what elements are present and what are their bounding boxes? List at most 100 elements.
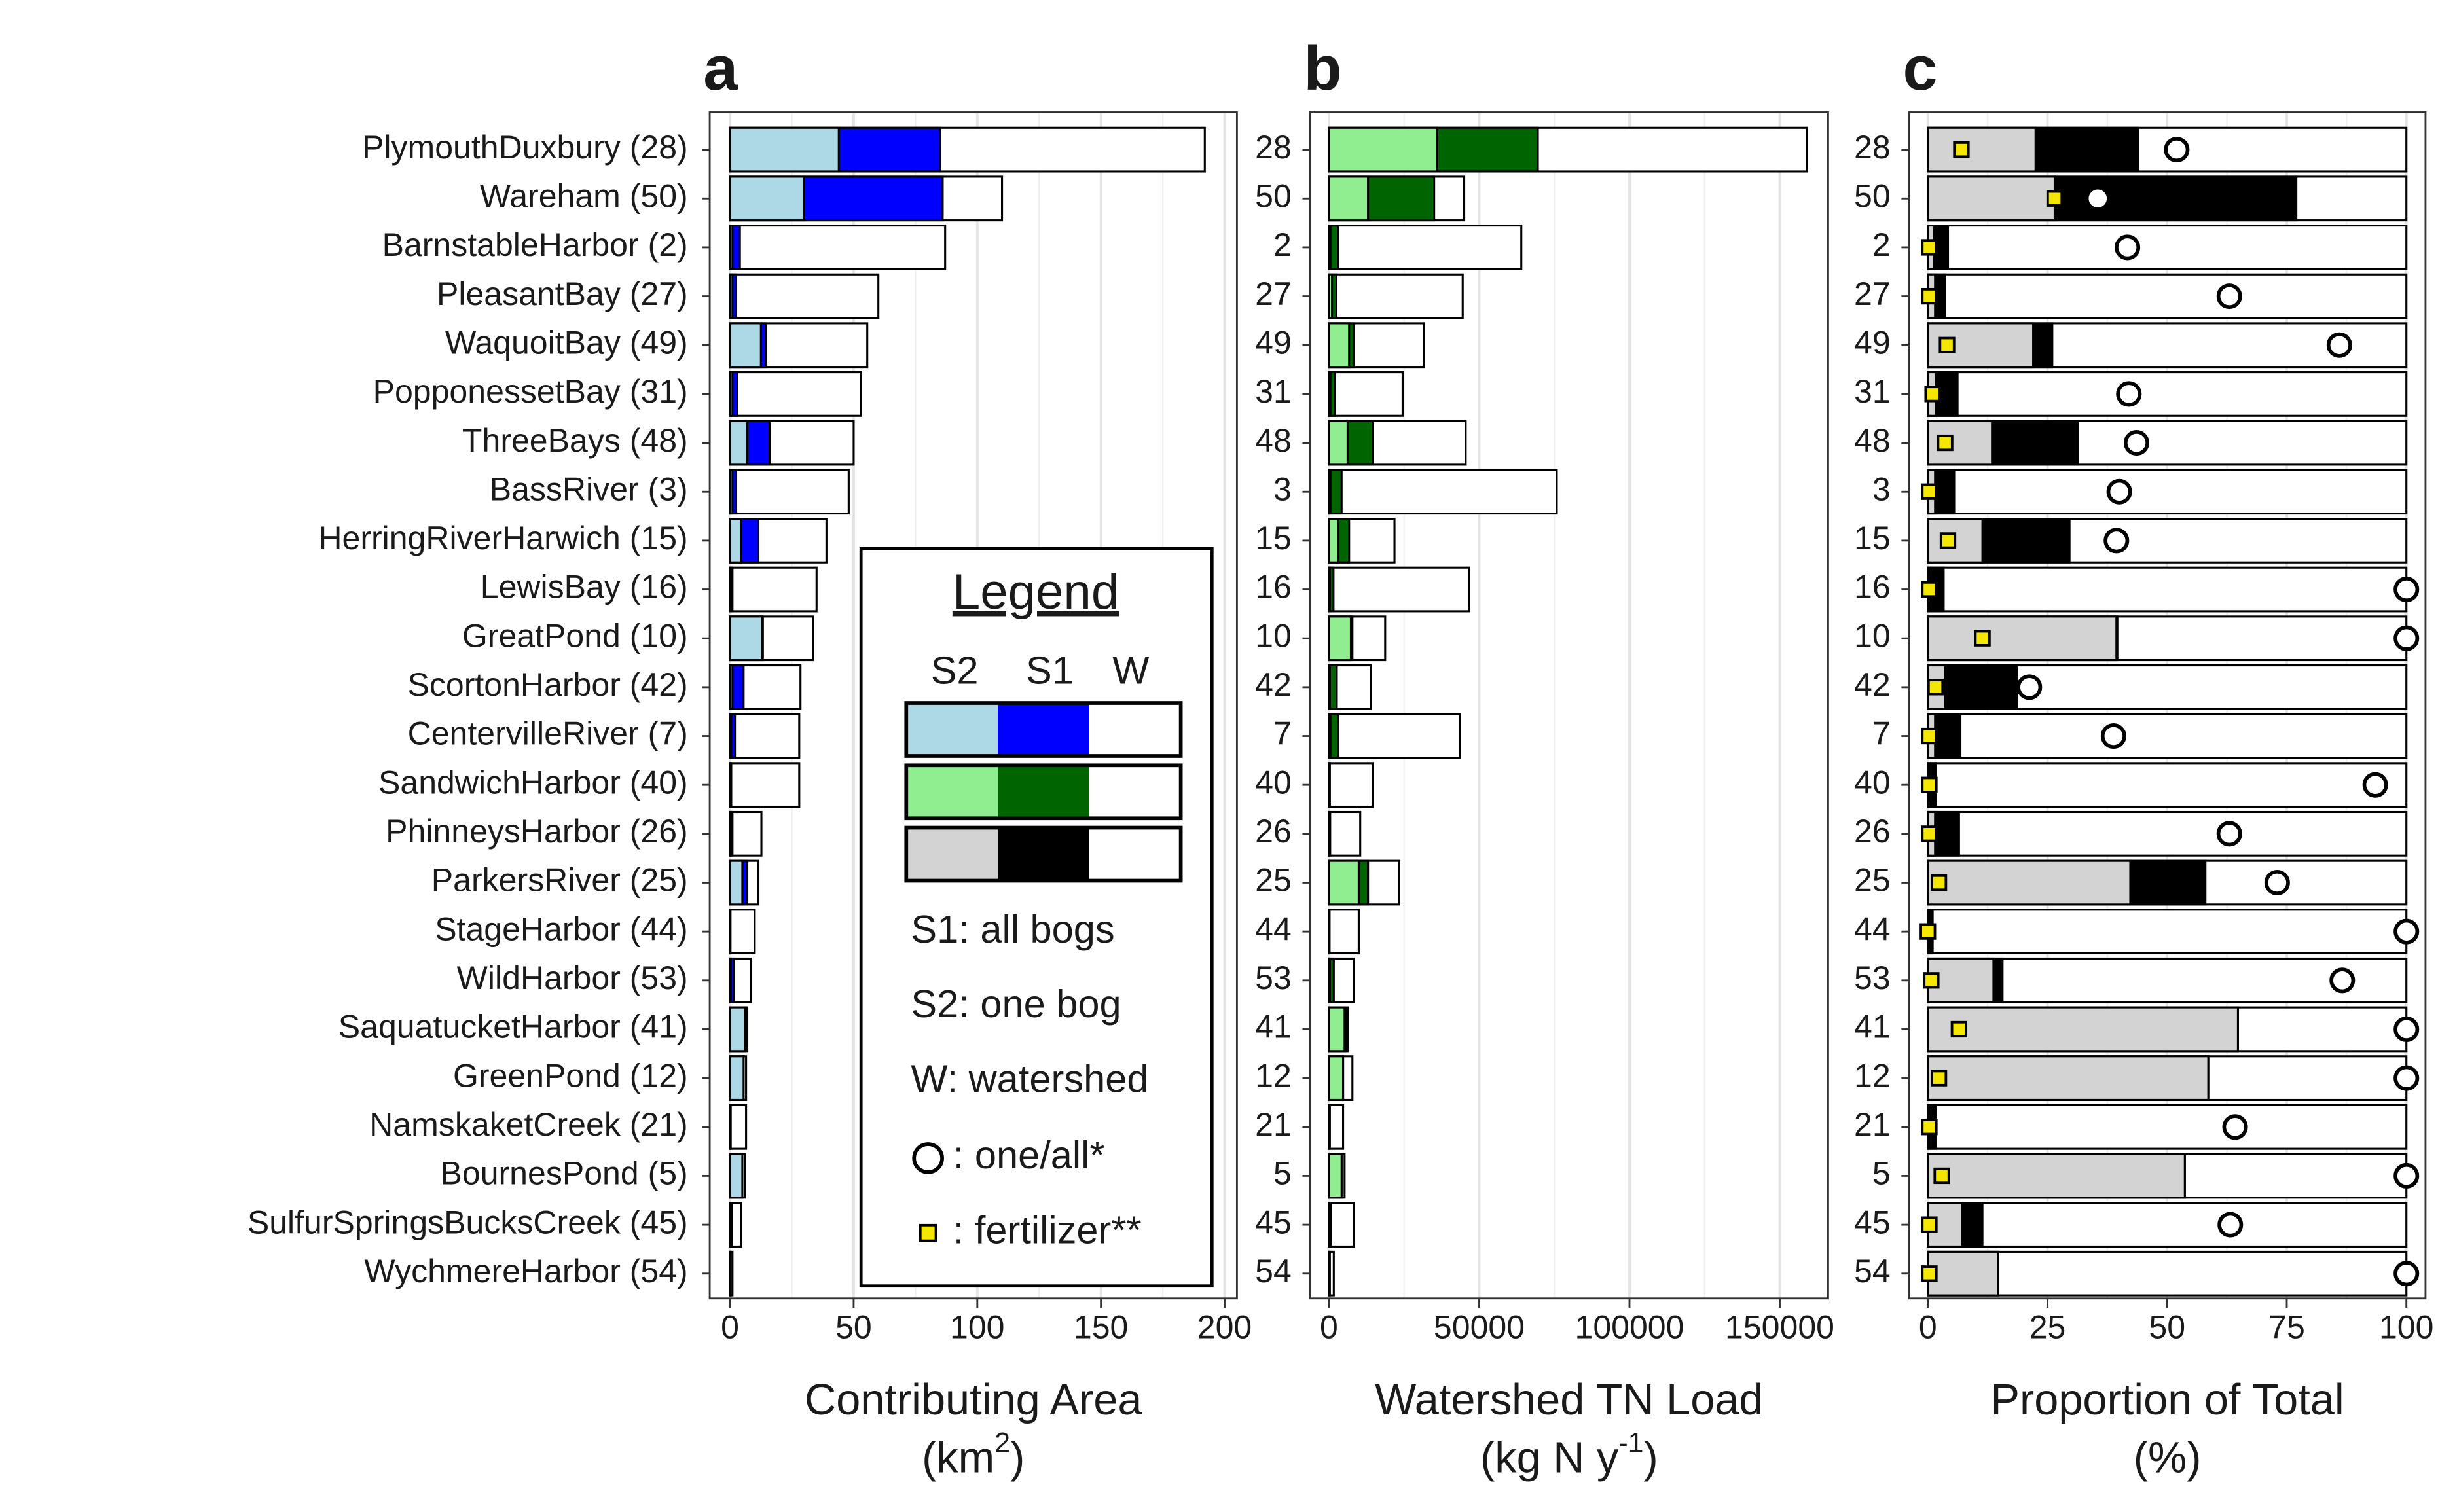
y-tick-label: 2 bbox=[1273, 226, 1292, 263]
bar bbox=[729, 664, 734, 710]
bar bbox=[1927, 957, 2408, 1003]
y-tick-label: 15 bbox=[1854, 520, 1891, 556]
unit-part: 2 bbox=[994, 1428, 1010, 1459]
y-tick-label: 49 bbox=[1255, 324, 1292, 361]
one-all-point bbox=[2222, 1114, 2248, 1140]
legend-title: Legend bbox=[953, 564, 1119, 620]
plot-frame bbox=[1908, 111, 2427, 1300]
bar bbox=[1328, 175, 1370, 222]
fertilizer-point bbox=[1950, 1020, 1967, 1038]
bar bbox=[1328, 1202, 1331, 1248]
one-all-point bbox=[2216, 283, 2242, 310]
bar bbox=[729, 1202, 732, 1248]
y-tick-label: 41 bbox=[1255, 1009, 1292, 1045]
bar bbox=[1328, 566, 1470, 613]
y-tick-label: HerringRiverHarwich (15) bbox=[318, 520, 687, 556]
legend-square bbox=[919, 1223, 937, 1242]
fertilizer-point bbox=[2046, 190, 2064, 207]
unit-part: (kg N y bbox=[1480, 1433, 1619, 1482]
one-all-point bbox=[2329, 967, 2356, 994]
legend-note: : fertilizer** bbox=[953, 1208, 1142, 1251]
y-tick-label: 45 bbox=[1255, 1204, 1292, 1240]
fertilizer-point bbox=[1921, 581, 1938, 598]
legend-swatch bbox=[998, 765, 1090, 819]
y-tick-label: 44 bbox=[1255, 910, 1292, 947]
x-axis-title: Watershed TN Load bbox=[1375, 1376, 1763, 1424]
y-tick-label: 42 bbox=[1255, 666, 1292, 703]
bar bbox=[1328, 517, 1339, 564]
bar bbox=[1328, 225, 1523, 270]
y-tick-label: SulfurSpringsBucksCreek (45) bbox=[247, 1204, 688, 1240]
fertilizer-point bbox=[1938, 336, 1956, 353]
legend-swatch bbox=[998, 827, 1090, 881]
bar bbox=[1328, 1202, 1355, 1248]
x-axis-title: Proportion of Total bbox=[1991, 1376, 2344, 1424]
x-tick-label: 0 bbox=[1919, 1309, 1937, 1346]
bar bbox=[729, 859, 744, 906]
fertilizer-point bbox=[1921, 727, 1938, 745]
x-tick-label: 50 bbox=[835, 1309, 872, 1346]
y-tick-label: Wareham (50) bbox=[480, 178, 688, 215]
x-tick-label: 50 bbox=[2149, 1309, 2185, 1346]
bar bbox=[729, 273, 880, 319]
bar bbox=[1328, 322, 1351, 369]
one-all-point bbox=[2216, 821, 2242, 847]
x-tick-label: 100 bbox=[2379, 1309, 2433, 1346]
fertilizer-point bbox=[1923, 972, 1940, 989]
bar bbox=[729, 469, 734, 515]
bar bbox=[1328, 1104, 1345, 1150]
bar bbox=[729, 762, 732, 808]
bar bbox=[729, 273, 734, 319]
y-tick-label: 25 bbox=[1854, 862, 1891, 899]
bar bbox=[1927, 1250, 2408, 1297]
legend-swatch bbox=[998, 703, 1090, 756]
bar bbox=[729, 1006, 746, 1053]
one-all-point bbox=[2393, 1065, 2420, 1091]
unit-part: (%) bbox=[2134, 1433, 2202, 1482]
y-tick-label: PleasantBay (27) bbox=[437, 276, 688, 312]
one-all-point bbox=[2116, 381, 2142, 407]
bar bbox=[1328, 1153, 1343, 1199]
legend-swatch-frame bbox=[904, 701, 1183, 758]
bar bbox=[1328, 273, 1334, 319]
panel-label: a bbox=[703, 34, 738, 103]
bar bbox=[729, 371, 734, 417]
y-tick-label: 50 bbox=[1255, 178, 1292, 215]
legend-swatch bbox=[1089, 703, 1181, 756]
fertilizer-point bbox=[1930, 874, 1948, 891]
one-all-point bbox=[2106, 478, 2132, 505]
y-tick-label: PhinneysHarbor (26) bbox=[386, 813, 688, 850]
bar bbox=[1328, 713, 1332, 759]
one-all-point bbox=[2217, 1212, 2244, 1238]
fertilizer-point bbox=[1974, 630, 1991, 647]
legend-header: S1 bbox=[1026, 649, 1074, 693]
bar bbox=[1927, 713, 2408, 759]
y-tick-label: 50 bbox=[1854, 178, 1891, 215]
one-all-point bbox=[2393, 625, 2420, 651]
legend-note: : one/all* bbox=[953, 1133, 1105, 1177]
x-axis-title: Contributing Area bbox=[805, 1376, 1142, 1424]
bar bbox=[1927, 615, 2118, 662]
fertilizer-point bbox=[1927, 679, 1944, 696]
y-tick-label: PlymouthDuxbury (28) bbox=[362, 129, 688, 166]
y-tick-label: 10 bbox=[1255, 617, 1292, 654]
y-tick-label: 28 bbox=[1255, 129, 1292, 166]
y-tick-label: 21 bbox=[1255, 1106, 1292, 1143]
bar bbox=[1328, 566, 1331, 613]
unit-part: -1 bbox=[1618, 1428, 1643, 1459]
y-tick-label: 10 bbox=[1854, 617, 1891, 654]
legend-note: S1: all bogs bbox=[911, 907, 1114, 951]
y-tick-label: SaquatucketHarbor (41) bbox=[338, 1009, 688, 1045]
bar bbox=[1328, 810, 1362, 857]
y-tick-label: 16 bbox=[1255, 569, 1292, 605]
y-tick-label: 25 bbox=[1255, 862, 1292, 899]
y-tick-label: ParkersRiver (25) bbox=[431, 862, 688, 899]
bar bbox=[729, 175, 805, 222]
one-all-point bbox=[2123, 430, 2150, 456]
bar bbox=[729, 1104, 748, 1150]
bar bbox=[1328, 615, 1353, 662]
one-all-point bbox=[2115, 234, 2141, 261]
x-tick-label: 75 bbox=[2268, 1309, 2305, 1346]
y-tick-label: 21 bbox=[1854, 1106, 1891, 1143]
one-all-point bbox=[2164, 137, 2190, 163]
